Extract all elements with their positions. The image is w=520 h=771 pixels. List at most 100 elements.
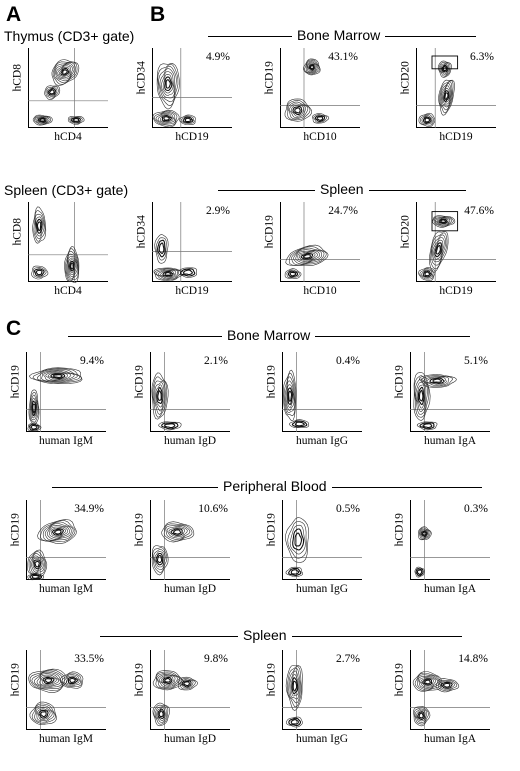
plot-axes xyxy=(282,500,362,580)
contour-line xyxy=(284,98,312,122)
contour-line xyxy=(43,370,75,381)
contour-line xyxy=(163,116,170,121)
contour-line xyxy=(161,521,195,543)
flow-plot-svg xyxy=(28,202,108,284)
contour-line xyxy=(433,239,444,260)
contour-line xyxy=(153,110,178,126)
contour-line xyxy=(69,677,76,683)
contour-line xyxy=(294,107,301,114)
contour-line xyxy=(438,79,455,116)
x-axis-label: human IgG xyxy=(295,583,349,595)
contour-line xyxy=(285,380,295,411)
contour-line xyxy=(31,555,44,573)
y-axis-label: hCD8 xyxy=(11,218,24,246)
contour-line xyxy=(162,271,174,277)
contour-line xyxy=(434,216,453,227)
contour-line xyxy=(432,215,456,228)
contour-line xyxy=(151,372,169,420)
contour-line xyxy=(58,66,71,77)
plot-axes xyxy=(416,48,496,128)
contour-line xyxy=(37,519,77,545)
contour-line xyxy=(414,378,428,415)
contour-line xyxy=(31,397,38,419)
contour-line xyxy=(424,679,431,685)
flow-plot-svg xyxy=(26,352,106,432)
x-axis-label: hCD19 xyxy=(175,285,209,297)
contour-line xyxy=(33,210,46,242)
contour-line xyxy=(164,271,172,276)
flow-plot-svg xyxy=(152,48,232,128)
contour-line xyxy=(284,268,302,279)
contour-line xyxy=(285,517,309,563)
contour-line xyxy=(49,89,55,95)
y-axis-label: hCD19 xyxy=(265,365,278,399)
contour-line xyxy=(302,58,321,76)
contour-line xyxy=(283,369,297,422)
contour-line xyxy=(161,422,179,430)
contour-line xyxy=(154,234,169,264)
plot-axes xyxy=(280,48,360,128)
contour-line xyxy=(67,255,78,278)
contour-line xyxy=(286,384,294,408)
contour-line xyxy=(159,114,174,123)
y-axis-label: hCD19 xyxy=(133,663,146,697)
contour-line xyxy=(36,673,61,688)
contour-line xyxy=(33,268,45,277)
contour-line xyxy=(153,380,166,415)
contour-line xyxy=(177,676,198,691)
flow-plot-7: 24.7% hCD10 hCD19 xyxy=(263,202,360,297)
contour-line xyxy=(288,246,327,266)
contour-line xyxy=(152,109,180,128)
contour-line xyxy=(65,675,80,686)
y-axis-label: hCD19 xyxy=(9,365,22,399)
contour-line xyxy=(28,551,47,575)
x-axis-label: human IgD xyxy=(163,583,217,595)
contour-line xyxy=(290,105,304,117)
contour-line xyxy=(32,403,36,414)
contour-line xyxy=(435,244,441,255)
gate-box xyxy=(431,211,459,232)
contour-line xyxy=(159,68,176,99)
contour-line xyxy=(34,213,45,240)
contour-line xyxy=(444,92,449,101)
flow-plot-19: 2.7% human IgG hCD19 xyxy=(265,650,362,745)
y-axis-label: hCD20 xyxy=(399,61,412,95)
contour-line xyxy=(164,423,176,429)
x-axis-label: human IgM xyxy=(39,733,93,745)
plot-axes xyxy=(416,202,496,282)
contour-line xyxy=(153,267,185,282)
contour-line xyxy=(156,555,163,564)
contour-line xyxy=(419,422,435,430)
plot-axes xyxy=(410,650,490,730)
flow-plot-svg xyxy=(150,500,230,580)
contour-line xyxy=(57,65,72,78)
contour-line xyxy=(292,680,298,692)
flow-plot-svg xyxy=(282,650,362,730)
x-axis-label: human IgD xyxy=(163,733,217,745)
flow-plot-1: hCD4 hCD8 xyxy=(11,48,108,143)
contour-line xyxy=(157,113,175,124)
percentage-label: 47.6% xyxy=(464,205,494,217)
contour-line xyxy=(68,257,77,276)
percentage-label: 9.4% xyxy=(80,355,104,367)
contour-line xyxy=(33,671,62,689)
x-axis-label: human IgA xyxy=(423,733,477,745)
contour-line xyxy=(413,707,429,725)
flow-plot-svg xyxy=(416,48,496,128)
contour-line xyxy=(289,103,306,119)
contour-line xyxy=(285,665,303,711)
percentage-label: 5.1% xyxy=(464,355,488,367)
contour-line xyxy=(170,528,183,536)
contour-line xyxy=(34,115,52,125)
contour-line xyxy=(287,101,309,120)
contour-line xyxy=(27,422,42,432)
contour-line xyxy=(418,112,436,128)
contour-line xyxy=(32,368,82,384)
contour-line xyxy=(157,390,162,401)
spleen-cd3-title: Spleen (CD3+ gate) xyxy=(4,182,129,198)
contour-line xyxy=(42,521,74,542)
contour-line xyxy=(158,65,177,103)
contour-line xyxy=(46,524,70,540)
contour-line xyxy=(41,369,78,382)
flow-plot-svg xyxy=(26,650,106,730)
